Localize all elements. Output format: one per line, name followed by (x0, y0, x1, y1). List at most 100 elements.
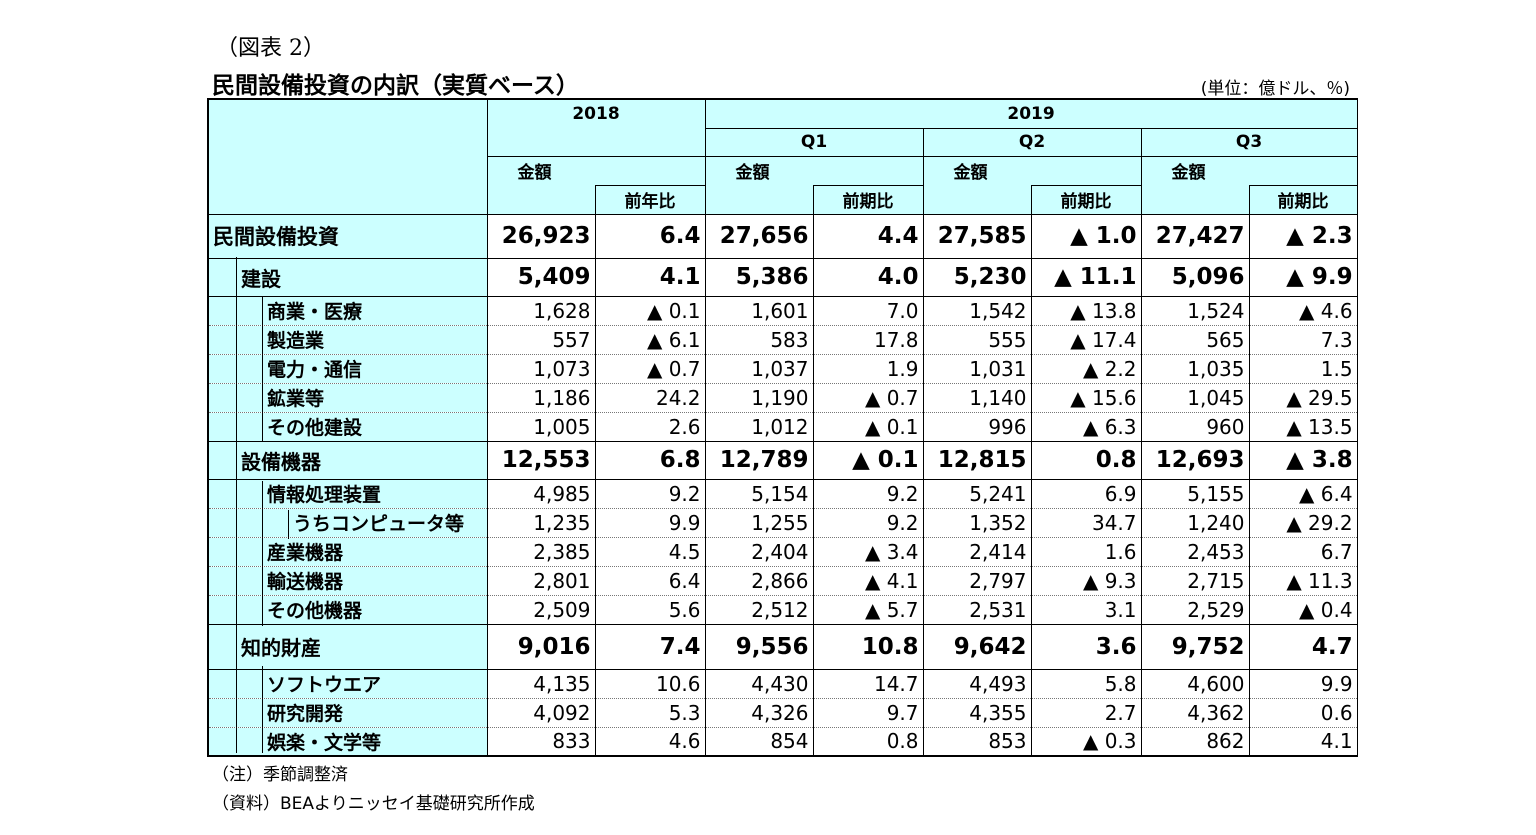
cell: 2,414 (923, 536, 1032, 566)
cell: 2,509 (487, 594, 596, 624)
cell: 0.6 (1249, 697, 1358, 727)
row-label: ソフトウエア (207, 668, 488, 698)
cell: 12,553 (487, 440, 596, 479)
footnote-source: （資料）BEAよりニッセイ基礎研究所作成 (212, 794, 535, 814)
cell: 1,035 (1141, 353, 1250, 383)
cell: 4.6 (595, 726, 706, 757)
cell: 1,255 (705, 507, 814, 537)
cell: 6.4 (595, 213, 706, 258)
header-q2: Q2 (922, 127, 1142, 157)
row-label: 鉱業等 (207, 382, 488, 412)
cell: 1.9 (813, 353, 924, 383)
cell: 0.8 (813, 726, 924, 757)
cell: 1,140 (923, 382, 1032, 412)
cell: 4.1 (1249, 726, 1358, 757)
cell: 6.7 (1249, 536, 1358, 566)
row-label: 輸送機器 (207, 565, 488, 595)
cell: 4,355 (923, 697, 1032, 727)
cell: 555 (923, 324, 1032, 354)
cell: ▲ 0.1 (813, 440, 924, 479)
cell: ▲ 0.1 (595, 295, 706, 325)
cell: 6.4 (595, 565, 706, 595)
cell: 4,326 (705, 697, 814, 727)
row-label: 民間設備投資 (207, 213, 488, 258)
row-label: 製造業 (207, 324, 488, 354)
row-label: その他建設 (207, 411, 488, 441)
table-row: うちコンピュータ等 1,235 9.9 1,255 9.2 1,352 34.7… (207, 507, 1358, 537)
cell: 5,409 (487, 257, 596, 296)
cell: 24.2 (595, 382, 706, 412)
header-corner (207, 98, 488, 215)
indent-guide (236, 257, 237, 753)
cell: 1,045 (1141, 382, 1250, 412)
cell: 4,985 (487, 478, 596, 508)
cell: 9.2 (813, 507, 924, 537)
cell: 34.7 (1031, 507, 1142, 537)
cell: ▲ 2.3 (1249, 213, 1358, 258)
cell: ▲ 13.5 (1249, 411, 1358, 441)
cell: 960 (1141, 411, 1250, 441)
cell: 1,542 (923, 295, 1032, 325)
cell: ▲ 6.1 (595, 324, 706, 354)
cell: ▲ 13.8 (1031, 295, 1142, 325)
row-label: うちコンピュータ等 (207, 507, 488, 537)
cell: 14.7 (813, 668, 924, 698)
cell: 2,385 (487, 536, 596, 566)
cell: 1,235 (487, 507, 596, 537)
row-label: 知的財産 (207, 623, 488, 669)
cell: 6.8 (595, 440, 706, 479)
cell: 4,600 (1141, 668, 1250, 698)
cell: 1,352 (923, 507, 1032, 537)
header-amount-q1: 金額 (704, 155, 814, 185)
cell: 5,155 (1141, 478, 1250, 508)
cell: 7.0 (813, 295, 924, 325)
cell: 4.1 (595, 257, 706, 296)
table-row: 設備機器 12,553 6.8 12,789 ▲ 0.1 12,815 0.8 … (207, 440, 1358, 479)
header-blank (1031, 155, 1142, 185)
cell: 4.4 (813, 213, 924, 258)
table-row: 情報処理装置 4,985 9.2 5,154 9.2 5,241 6.9 5,1… (207, 478, 1358, 508)
cell: 1,524 (1141, 295, 1250, 325)
cell: 0.8 (1031, 440, 1142, 479)
cell: 2,715 (1141, 565, 1250, 595)
cell: 1.5 (1249, 353, 1358, 383)
row-label: 設備機器 (207, 440, 488, 479)
unit-label: (単位：億ドル、％) (1200, 79, 1350, 99)
cell: ▲ 3.8 (1249, 440, 1358, 479)
cell: 2,512 (705, 594, 814, 624)
cell: 5,154 (705, 478, 814, 508)
cell: ▲ 15.6 (1031, 382, 1142, 412)
cell: 557 (487, 324, 596, 354)
cell: 5.6 (595, 594, 706, 624)
cell: 4.0 (813, 257, 924, 296)
cell: 862 (1141, 726, 1250, 757)
header-amount-q2: 金額 (922, 155, 1032, 185)
cell: 1,240 (1141, 507, 1250, 537)
indent-guide (262, 481, 263, 626)
table-row: 産業機器 2,385 4.5 2,404 ▲ 3.4 2,414 1.6 2,4… (207, 536, 1358, 566)
header-blank (813, 155, 924, 185)
cell: 1,186 (487, 382, 596, 412)
cell: 5,386 (705, 257, 814, 296)
indent-guide (262, 666, 263, 753)
cell: ▲ 4.6 (1249, 295, 1358, 325)
header-qoq-q2: 前期比 (1030, 184, 1142, 215)
header-year-2018: 2018 (486, 98, 706, 128)
table-row: 知的財産 9,016 7.4 9,556 10.8 9,642 3.6 9,75… (207, 623, 1358, 669)
cell: 2.6 (595, 411, 706, 441)
table-row: ソフトウエア 4,135 10.6 4,430 14.7 4,493 5.8 4… (207, 668, 1358, 698)
cell: 2,801 (487, 565, 596, 595)
cell: 27,585 (923, 213, 1032, 258)
row-label: 商業・医療 (207, 295, 488, 325)
header-blank (595, 155, 706, 185)
cell: ▲ 29.5 (1249, 382, 1358, 412)
cell: 12,789 (705, 440, 814, 479)
cell: 5.8 (1031, 668, 1142, 698)
header-q1: Q1 (704, 127, 924, 157)
indent-guide (262, 296, 263, 441)
header-yoy: 前年比 (594, 184, 706, 215)
footnote-adjustment: （注）季節調整済 (212, 765, 348, 785)
cell: ▲ 4.1 (813, 565, 924, 595)
cell: 5.3 (595, 697, 706, 727)
cell: 26,923 (487, 213, 596, 258)
